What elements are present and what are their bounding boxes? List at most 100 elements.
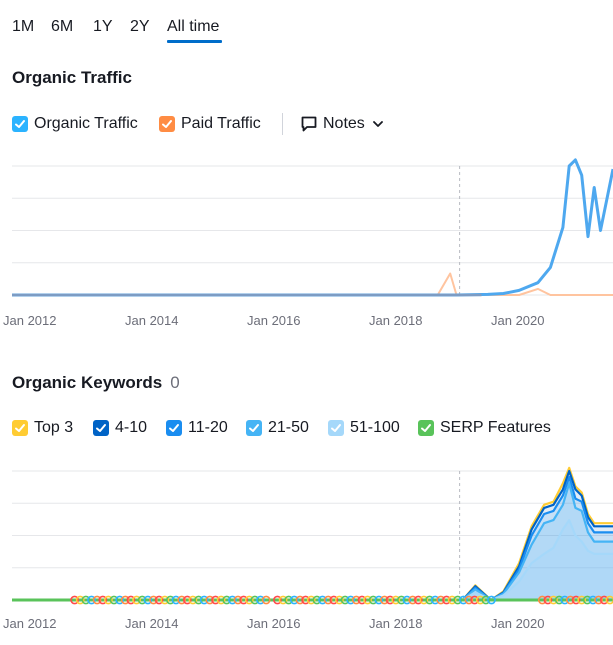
serp-feature-marker [284,595,294,605]
serp-feature-marker [537,595,547,605]
serp-feature-marker [599,595,609,605]
serp-feature-marker [464,595,474,605]
serp-feature-marker [363,595,372,605]
legend-divider [282,113,283,135]
series-line-21-50 [12,482,613,602]
serp-feature-marker [481,595,491,605]
serp-feature-marker [588,595,598,605]
period-1y[interactable]: 1Y [93,18,113,35]
x-tick: Jan 2016 [247,616,301,631]
serp-feature-marker [177,595,187,605]
serp-feature-marker [87,595,96,605]
serp-feature-marker [380,595,389,605]
serp-feature-marker [227,595,237,605]
serp-feature-marker [244,595,254,605]
serp-feature-marker [571,595,581,605]
organic-keywords-label: Organic Keywords [12,373,163,392]
x-tick: Jan 2014 [125,313,179,328]
series-line-51-100 [12,519,613,602]
serp-feature-marker [357,595,367,605]
serp-feature-marker [368,595,378,605]
serp-feature-marker [98,595,108,605]
serp-feature-marker [402,595,412,605]
legend-11-20[interactable]: 11-20 [166,419,228,437]
organic-keywords-title: Organic Keywords 0 [12,373,180,393]
checkbox-checked-icon[interactable] [93,420,109,436]
legend-serp-features[interactable]: SERP Features [418,419,551,437]
notes-label: Notes [323,115,365,132]
serp-feature-marker [605,595,613,605]
notes-icon [301,116,317,132]
serp-feature-marker [154,595,164,605]
legend-51-100[interactable]: 51-100 [328,419,400,437]
series-line-paid-traffic [12,272,613,296]
serp-feature-marker [430,595,440,605]
organic-keywords-chart[interactable] [0,455,613,615]
serp-feature-marker [543,595,553,605]
checkbox-checked-icon[interactable] [159,116,175,132]
legend-label: 4-10 [115,419,148,436]
serp-feature-marker [137,595,147,605]
checkbox-checked-icon[interactable] [12,420,28,436]
checkbox-checked-icon[interactable] [12,116,28,132]
serp-feature-marker [70,595,79,605]
legend-label: Paid Traffic [181,115,261,132]
serp-feature-marker [340,595,350,605]
serp-feature-marker [391,595,401,605]
legend-organic-traffic[interactable]: Organic Traffic [12,115,138,133]
serp-feature-marker [171,595,181,605]
x-tick: Jan 2020 [491,616,545,631]
serp-feature-marker [261,595,271,605]
serp-feature-marker [295,595,305,605]
x-tick: Jan 2014 [125,616,179,631]
serp-feature-marker [475,595,485,605]
serp-feature-marker [447,595,457,605]
legend-label: 11-20 [188,419,228,436]
checkbox-checked-icon[interactable] [246,420,262,436]
serp-feature-marker [188,595,198,605]
serp-feature-marker [104,595,113,605]
serp-feature-marker [256,595,265,605]
series-area-4-10 [12,471,613,600]
x-tick: Jan 2018 [369,313,423,328]
legend-paid-traffic[interactable]: Paid Traffic [159,115,261,133]
legend-21-50[interactable]: 21-50 [246,419,309,437]
serp-feature-marker [582,595,592,605]
checkbox-checked-icon[interactable] [328,420,344,436]
period-1m[interactable]: 1M [12,18,35,35]
serp-feature-marker [374,595,384,605]
period-2y[interactable]: 2Y [130,18,150,35]
checkbox-checked-icon[interactable] [166,420,182,436]
serp-feature-marker [205,595,215,605]
serp-feature-marker [199,595,209,605]
serp-feature-marker [566,595,575,605]
serp-feature-marker [81,595,91,605]
organic-traffic-chart[interactable] [0,150,613,310]
period-6m[interactable]: 6M [51,18,74,35]
series-line-organic-traffic [12,158,613,297]
serp-feature-marker [453,595,463,605]
period-all-time[interactable]: All time [167,18,220,35]
serp-feature-marker [554,595,564,605]
checkbox-checked-icon[interactable] [418,420,434,436]
serp-feature-marker [194,595,203,605]
serp-feature-marker [323,595,333,605]
serp-feature-marker [289,595,299,605]
serp-feature-marker [318,595,327,605]
x-tick: Jan 2020 [491,313,545,328]
serp-feature-marker [160,595,170,605]
legend-4-10[interactable]: 4-10 [93,419,147,437]
serp-feature-marker [216,595,226,605]
serp-feature-marker [272,595,282,605]
serp-feature-marker [413,595,423,605]
serp-feature-marker [120,595,130,605]
serp-feature-marker [419,595,429,605]
serp-feature-marker [75,595,85,605]
serp-feature-marker [425,595,434,605]
serp-feature-marker [329,595,339,605]
series-area-11-20 [12,477,613,600]
notes-dropdown[interactable]: Notes [300,115,385,133]
legend-top-3[interactable]: Top 3 [12,419,73,437]
x-tick: Jan 2012 [3,313,57,328]
serp-feature-marker [182,595,192,605]
